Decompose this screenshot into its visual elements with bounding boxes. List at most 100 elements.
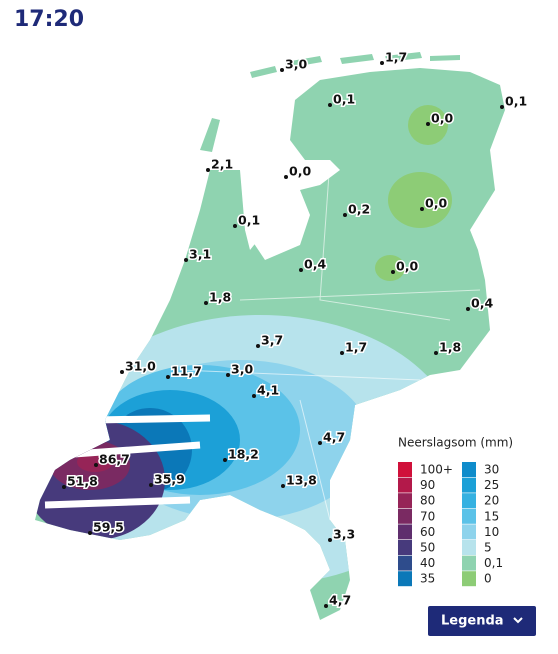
legend-swatch [398, 540, 412, 555]
station-dot [223, 458, 227, 462]
legend-label: 10 [484, 525, 499, 539]
station-value: 4,7 [323, 430, 345, 445]
legend-swatch [398, 524, 412, 540]
time: 17:20 [14, 7, 84, 32]
legend-swatch [462, 508, 476, 524]
legend-label: 40 [420, 556, 435, 570]
station-dot [280, 68, 284, 72]
station-dot [343, 213, 347, 217]
legend-swatch [462, 540, 476, 555]
station-dot [328, 538, 332, 542]
station-value: 1,8 [209, 290, 231, 305]
legend-swatch [398, 555, 412, 571]
legend-label: 100+ [420, 463, 453, 477]
station-value: 1,7 [385, 50, 407, 65]
legend-swatch [398, 477, 412, 493]
station-dot [500, 105, 504, 109]
station-value: 4,7 [329, 593, 351, 608]
legend-swatch [462, 524, 476, 540]
station-value: 1,7 [345, 340, 367, 355]
legend-label: 30 [484, 463, 499, 477]
legend-label: 0 [484, 572, 492, 586]
station-value: 0,4 [304, 257, 326, 272]
station-value: 13,8 [286, 473, 317, 488]
station-dot [284, 175, 288, 179]
legend-button[interactable]: Legenda [428, 606, 536, 636]
stations: 3,0 1,7 0,1 0,1 0,0 2,1 0,0 0,1 0,2 0,0 3,1 0,4 0,0 1… [62, 48, 529, 609]
legend-swatch [398, 508, 412, 524]
station-dot [166, 375, 170, 379]
legend-label: 50 [420, 541, 435, 555]
station-value: 31,0 [125, 359, 156, 374]
station-value: 3,0 [285, 57, 307, 72]
station-value: 59,5 [93, 520, 124, 535]
legend-label: 25 [484, 478, 499, 492]
station-value: 35,9 [154, 472, 185, 487]
legend-swatch [462, 493, 476, 509]
station-dot [88, 531, 92, 535]
station-dot [299, 268, 303, 272]
station-value: 0,1 [505, 94, 527, 109]
station-dot [204, 301, 208, 305]
station-dot [149, 483, 153, 487]
legend-label: 5 [484, 541, 492, 555]
station-dot [420, 207, 424, 211]
button-bg[interactable] [428, 606, 536, 636]
legend-label: 15 [484, 509, 499, 523]
chevron[interactable] [513, 617, 523, 624]
station-value: 0,4 [471, 296, 493, 311]
lake [245, 160, 300, 250]
legend-label: 80 [420, 494, 435, 508]
station-value: 2,1 [211, 157, 233, 172]
station-dot [120, 370, 124, 374]
legend-swatch [462, 462, 476, 477]
station-value: 3,3 [333, 527, 355, 542]
legend-label: 35 [420, 572, 435, 586]
legend-label: 70 [420, 509, 435, 523]
legend-swatch [462, 571, 476, 587]
station-dot [391, 270, 395, 274]
station-value: 51,8 [67, 474, 98, 489]
button-label[interactable]: Legenda [441, 614, 504, 629]
station-value: 0,1 [333, 92, 355, 107]
station-dot [206, 168, 210, 172]
legend-swatch [462, 477, 476, 493]
station-dot [94, 463, 98, 467]
islands [200, 52, 460, 152]
station-dot [434, 351, 438, 355]
legend-label: 20 [484, 494, 499, 508]
station-value: 11,7 [171, 364, 202, 379]
legend-swatch [398, 493, 412, 509]
station-dot [328, 103, 332, 107]
legend-title: Neerslagsom (mm) [398, 436, 513, 450]
legend-swatch [462, 555, 476, 571]
station-dot [318, 441, 322, 445]
station-value: 3,0 [231, 362, 253, 377]
station-dot [466, 307, 470, 311]
legend: Neerslagsom (mm) 100+9080706050403530252… [388, 428, 538, 588]
station-dot [184, 258, 188, 262]
station-value: 3,7 [261, 333, 283, 348]
station-dot [380, 61, 384, 65]
legend-label: 60 [420, 525, 435, 539]
station-dot [256, 344, 260, 348]
station-dot [233, 224, 237, 228]
legend-label: 90 [420, 478, 435, 492]
station-dot [281, 484, 285, 488]
legend-label: 0,1 [484, 556, 503, 570]
station-value: 0,0 [425, 196, 447, 211]
station-value: 4,1 [257, 383, 279, 398]
station-value: 3,1 [189, 247, 211, 262]
legend-swatch [398, 462, 412, 477]
station-dot [62, 485, 66, 489]
station-value: 0,0 [396, 259, 418, 274]
station-dot [324, 604, 328, 608]
station-value: 18,2 [228, 447, 259, 462]
legend-swatch [398, 571, 412, 587]
station-value: 86,7 [99, 452, 130, 467]
station-dot [226, 373, 230, 377]
station-value: 1,8 [439, 340, 461, 355]
station-value: 0,0 [431, 111, 453, 126]
